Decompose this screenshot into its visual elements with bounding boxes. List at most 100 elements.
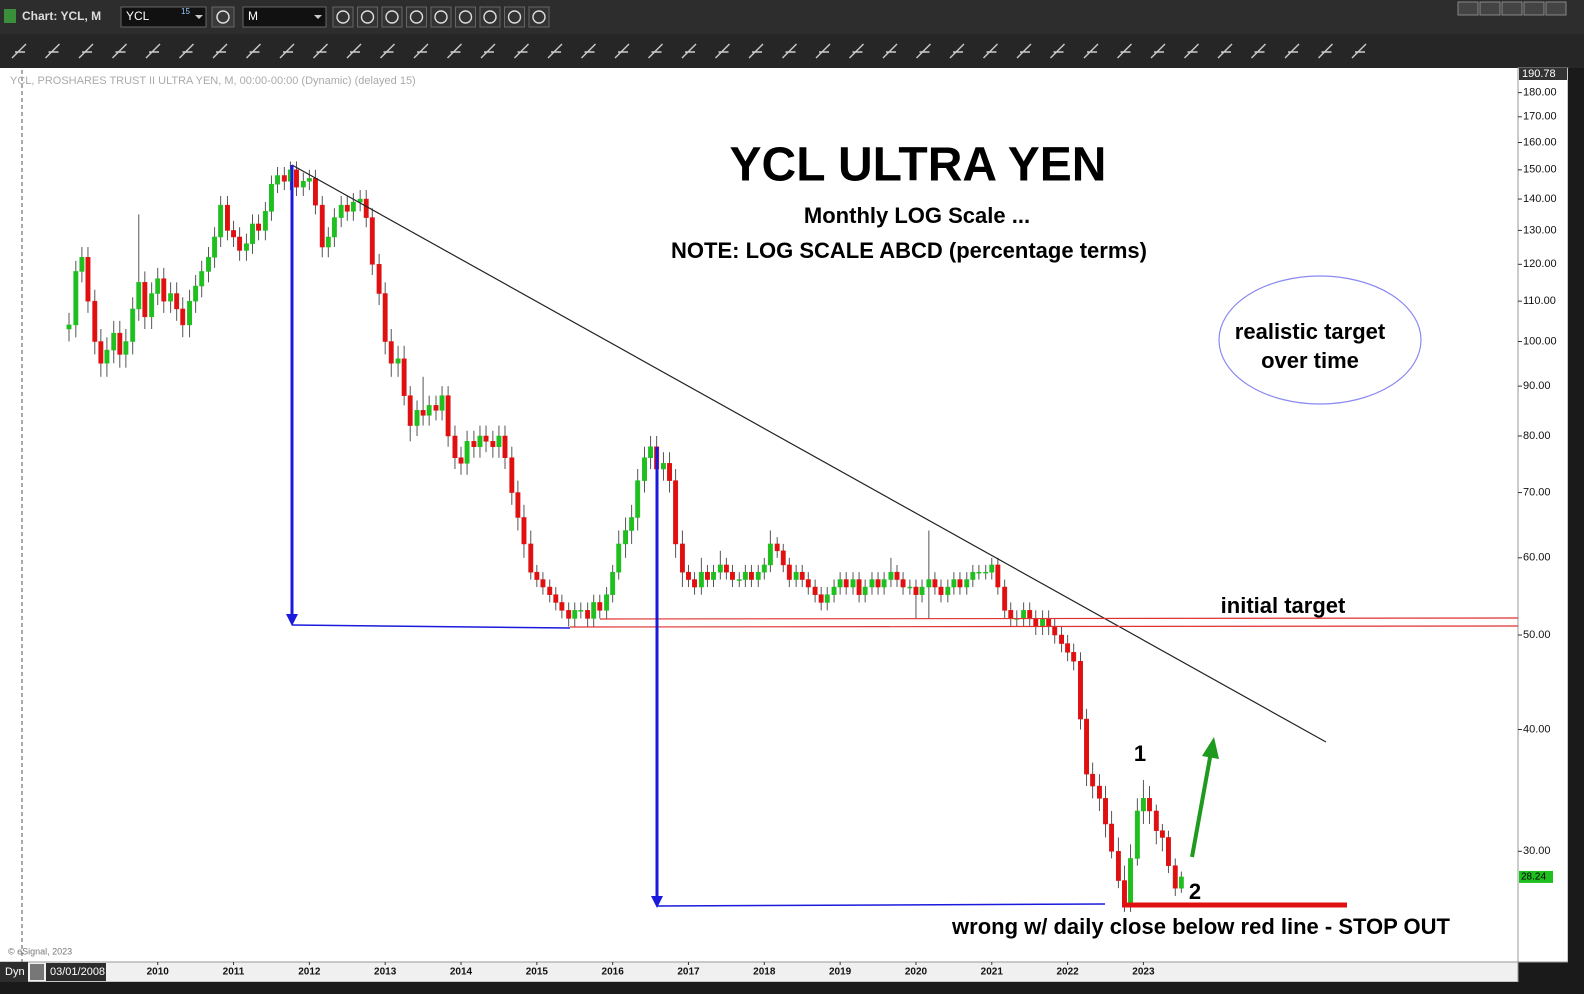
candle-body xyxy=(591,602,597,619)
window-button[interactable] xyxy=(1501,1,1523,16)
tool-icon[interactable] xyxy=(715,43,730,59)
symbol-text: YCL xyxy=(126,9,150,23)
candle-body xyxy=(1033,618,1039,627)
tool-icon[interactable] xyxy=(11,43,27,59)
mode-icon[interactable] xyxy=(30,964,44,980)
candle-body xyxy=(369,217,375,265)
candle-body xyxy=(983,571,989,574)
symbol-dropdown[interactable] xyxy=(195,15,203,19)
candle-body xyxy=(142,282,148,318)
candle-body xyxy=(623,530,628,545)
tool-icon[interactable] xyxy=(480,43,496,59)
tool-icon[interactable] xyxy=(1217,43,1233,59)
arrow-head xyxy=(286,614,298,626)
tool-icon[interactable] xyxy=(1351,43,1367,59)
tool-icon[interactable] xyxy=(112,43,127,59)
mode-box[interactable] xyxy=(0,962,28,982)
y-tick-label: 180.00 xyxy=(1523,87,1557,99)
tool-icon[interactable] xyxy=(815,43,831,59)
candle-body xyxy=(812,586,818,595)
tool-icon[interactable] xyxy=(1150,43,1166,59)
tool-icon[interactable] xyxy=(1318,43,1333,59)
window-button[interactable] xyxy=(1479,1,1501,16)
tool-icon[interactable] xyxy=(1117,43,1132,59)
symbol-input[interactable] xyxy=(120,6,207,28)
app-icon xyxy=(4,9,16,23)
x-tick-label: 2021 xyxy=(981,967,1004,978)
candle-body xyxy=(767,543,773,566)
tool-icon[interactable] xyxy=(246,43,261,59)
toolbar-button[interactable] xyxy=(357,6,378,28)
candle-body xyxy=(547,586,553,595)
toolbar-button[interactable] xyxy=(430,6,452,28)
toolbar-button[interactable] xyxy=(455,6,476,28)
tool-icon[interactable] xyxy=(748,43,764,59)
candle-body xyxy=(420,410,426,416)
tool-icon[interactable] xyxy=(916,43,931,59)
tool-icon[interactable] xyxy=(782,43,797,59)
window-button[interactable] xyxy=(1545,1,1567,16)
candle-body xyxy=(837,579,843,588)
toolbar-button[interactable] xyxy=(528,6,550,28)
tool-icon[interactable] xyxy=(78,43,94,59)
tool-icon[interactable] xyxy=(648,43,663,59)
window-button[interactable] xyxy=(1523,1,1545,16)
tool-icon[interactable] xyxy=(849,43,864,59)
tool-icon[interactable] xyxy=(212,43,228,59)
candle-body xyxy=(426,405,432,416)
candle-body xyxy=(1065,643,1071,653)
candle-body xyxy=(692,579,697,588)
toolbar-button[interactable] xyxy=(332,6,354,28)
candle-body xyxy=(256,223,262,231)
tool-icon[interactable] xyxy=(949,43,965,59)
toolbar-button[interactable] xyxy=(381,6,403,28)
candle-body xyxy=(661,463,666,470)
interval-dropdown[interactable] xyxy=(314,15,322,19)
tool-icon[interactable] xyxy=(882,43,898,59)
candle-body xyxy=(1159,830,1165,838)
tool-icon[interactable] xyxy=(380,43,395,59)
tool-icon[interactable] xyxy=(983,43,998,59)
symbol-button[interactable] xyxy=(211,6,235,28)
candle-body xyxy=(970,571,976,580)
toolbar-button[interactable] xyxy=(504,6,525,28)
tool-icon[interactable] xyxy=(313,43,328,59)
interval-input[interactable] xyxy=(242,6,327,28)
candle-body xyxy=(269,183,274,212)
y-tick-label: 70.00 xyxy=(1523,486,1551,498)
chart-subtitle: Monthly LOG Scale ... xyxy=(804,203,1030,228)
candle-body xyxy=(742,571,748,580)
tool-icon[interactable] xyxy=(614,43,630,59)
candle-body xyxy=(945,586,951,595)
candle-body xyxy=(1071,652,1077,662)
candle-body xyxy=(363,198,369,218)
tool-icon[interactable] xyxy=(681,43,697,59)
y-tick-label: 170.00 xyxy=(1523,111,1557,123)
tool-icon[interactable] xyxy=(1184,43,1199,59)
tool-icon[interactable] xyxy=(1083,43,1099,59)
window-button[interactable] xyxy=(1457,1,1479,16)
tool-icon[interactable] xyxy=(45,43,60,59)
tool-icon[interactable] xyxy=(1284,43,1300,59)
tool-icon[interactable] xyxy=(179,43,194,59)
candle-body xyxy=(1040,618,1046,627)
toolbar-button[interactable] xyxy=(406,6,427,28)
tool-icon[interactable] xyxy=(447,43,462,59)
tool-icon[interactable] xyxy=(547,43,563,59)
tool-icon[interactable] xyxy=(514,43,529,59)
candle-body xyxy=(414,410,420,426)
candle-body xyxy=(881,579,887,588)
tool-icon[interactable] xyxy=(1016,43,1032,59)
tool-icon[interactable] xyxy=(581,43,596,59)
tool-icon[interactable] xyxy=(279,43,295,59)
drawing-tools xyxy=(11,43,1367,59)
toolbar-button[interactable] xyxy=(479,6,501,28)
tool-icon[interactable] xyxy=(346,43,362,59)
candle-body xyxy=(281,175,287,182)
x-tick-label: 2018 xyxy=(753,967,776,978)
tool-icon[interactable] xyxy=(145,43,161,59)
tool-icon[interactable] xyxy=(413,43,429,59)
tool-icon[interactable] xyxy=(1251,43,1266,59)
tool-icon[interactable] xyxy=(1050,43,1065,59)
